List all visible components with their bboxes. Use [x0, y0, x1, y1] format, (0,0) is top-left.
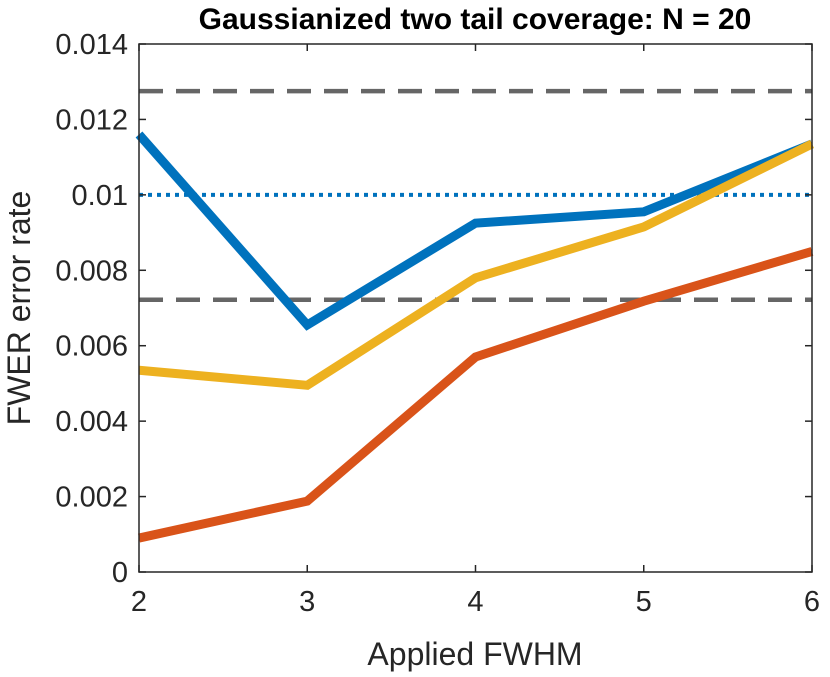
x-tick-label: 5: [636, 586, 652, 618]
y-tick-label: 0.002: [55, 482, 128, 514]
series-lines: [135, 131, 814, 543]
y-tick-label: 0.006: [55, 331, 128, 363]
x-axis-label: Applied FWHM: [367, 636, 582, 672]
y-axis-label: FWER error rate: [1, 191, 37, 426]
axes: 2 3 4 5 6 0 0.002 0.004 0.006 0.008 0.01 0.012 0.014: [55, 29, 820, 618]
chart-title: Gaussianized two tail coverage: N = 20: [199, 3, 752, 36]
plot-area-frame: [138, 43, 813, 573]
x-tick-label: 4: [467, 586, 483, 618]
y-tick-label: 0.014: [55, 29, 128, 61]
x-tick-label: 2: [131, 586, 147, 618]
x-tick-label: 3: [299, 586, 315, 618]
y-tick-label: 0.008: [55, 255, 128, 287]
series-line-1: [138, 139, 814, 390]
y-tick-label: 0.01: [72, 180, 128, 212]
x-tick-label: 6: [804, 586, 820, 618]
y-tick-label: 0.012: [55, 104, 128, 136]
series-line-0: [135, 131, 814, 331]
y-tick-label: 0: [112, 557, 128, 589]
series-line-2: [138, 247, 814, 543]
y-tick-label: 0.004: [55, 406, 128, 438]
